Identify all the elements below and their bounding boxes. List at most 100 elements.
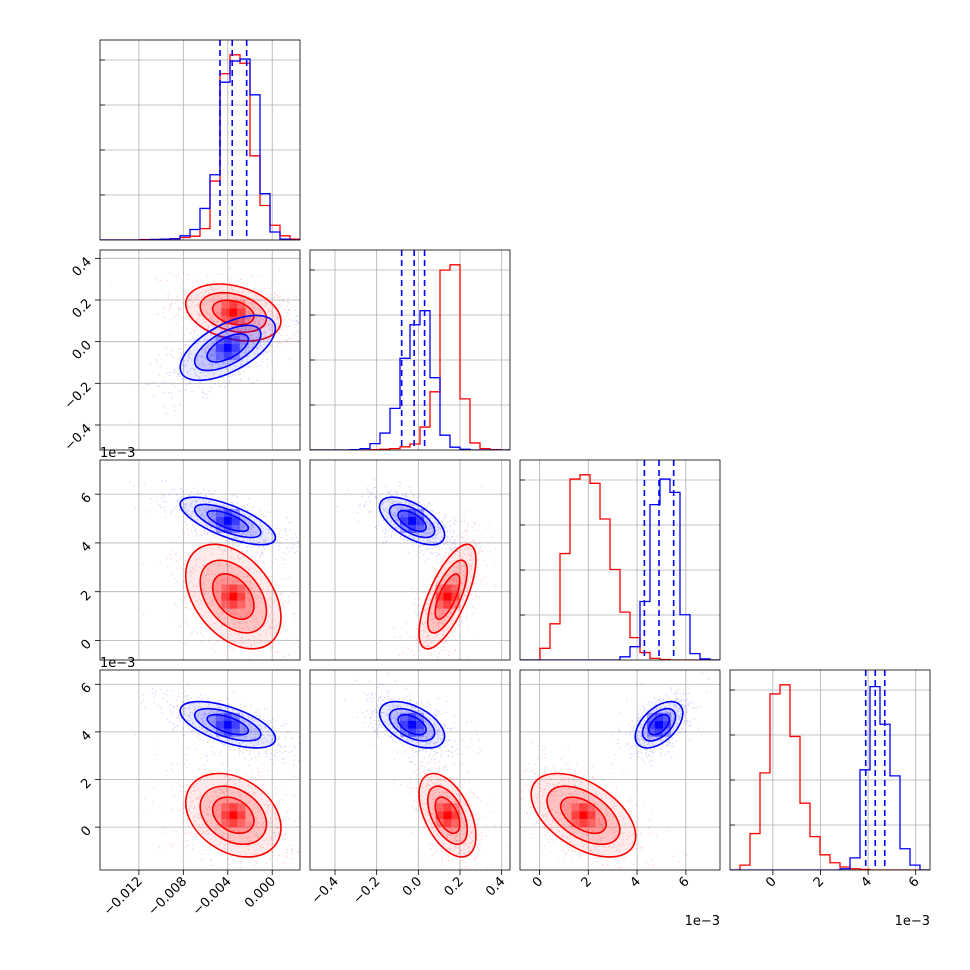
density-cell-red xyxy=(229,811,238,820)
density-cell-blue xyxy=(647,728,656,737)
scatter-panel-p3-p2 xyxy=(520,670,720,870)
contour-blue xyxy=(179,700,277,749)
density-cell-red xyxy=(587,811,596,820)
density-cell-blue xyxy=(223,335,232,344)
y-tick-label-p3: 4 xyxy=(78,728,94,744)
density-cell-red xyxy=(237,819,246,828)
contour-blue xyxy=(378,496,446,546)
density-cell-blue xyxy=(400,508,409,517)
scatter-points-red xyxy=(392,485,497,660)
density-cell-red xyxy=(579,811,588,820)
x-tick-label-p1: −0.2 xyxy=(351,874,384,907)
density-cell-blue xyxy=(231,335,240,344)
contour-blue xyxy=(193,324,262,372)
x-tick-label-p2: 6 xyxy=(676,874,692,890)
contour-red xyxy=(418,543,477,650)
contour-blue xyxy=(641,707,677,742)
density-cell-red xyxy=(221,300,230,309)
y-tick-label-p2: 6 xyxy=(78,490,94,506)
contour-red xyxy=(199,785,268,846)
density-cell-red xyxy=(443,811,452,820)
scatter-panel-p2-p0 xyxy=(100,460,300,660)
density-cell-blue xyxy=(231,524,240,533)
density-cell-blue xyxy=(223,516,232,525)
density-cell-blue xyxy=(416,524,425,533)
x-tick-label-p1: −0.4 xyxy=(309,874,342,907)
density-cell-blue xyxy=(215,516,224,525)
y-tick-label-p2: 0 xyxy=(78,637,94,653)
density-cell-red xyxy=(237,803,246,812)
density-cell-blue xyxy=(416,516,425,525)
contour-red xyxy=(184,772,282,858)
density-cell-blue xyxy=(231,720,240,729)
contour-blue xyxy=(179,314,277,382)
density-cell-blue xyxy=(231,343,240,352)
density-cell-red xyxy=(435,803,444,812)
density-cell-red xyxy=(229,592,238,601)
contour-blue xyxy=(206,333,250,363)
x-tick-label-p1: 0.0 xyxy=(400,874,425,899)
density-cell-red xyxy=(571,811,580,820)
density-cell-blue xyxy=(215,508,224,517)
scatter-points-blue xyxy=(344,672,482,783)
density-cell-red xyxy=(443,584,452,593)
histogram-blue-p0 xyxy=(100,58,300,240)
histogram-red-p1 xyxy=(310,264,510,450)
density-cell-red xyxy=(221,600,230,609)
panel-frame xyxy=(99,39,301,241)
histogram-panel-p0 xyxy=(100,40,300,240)
density-cell-red xyxy=(451,819,460,828)
density-cell-red xyxy=(221,308,230,317)
y-tick-label-p1: 0.4 xyxy=(70,255,95,280)
density-cell-blue xyxy=(215,728,224,737)
density-cell-blue xyxy=(400,720,409,729)
density-cell-red xyxy=(221,584,230,593)
density-cell-red xyxy=(443,819,452,828)
density-cell-red xyxy=(443,592,452,601)
x-tick-label-p1: 0.4 xyxy=(483,874,508,899)
scatter-points-red xyxy=(393,721,507,870)
contour-blue xyxy=(388,503,436,539)
contour-red xyxy=(434,573,461,621)
density-cell-red xyxy=(237,811,246,820)
contour-red xyxy=(184,543,282,650)
density-cell-blue xyxy=(215,720,224,729)
scatter-panel-p2-p1 xyxy=(310,460,510,660)
histogram-blue-p3 xyxy=(730,685,930,870)
panel-frame xyxy=(729,669,931,871)
density-cell-red xyxy=(229,300,238,309)
density-cell-blue xyxy=(215,343,224,352)
scatter-panel-p3-p1 xyxy=(310,670,510,870)
x-tick-label-p2: 4 xyxy=(627,874,643,890)
density-cell-red xyxy=(451,584,460,593)
y-tick-label-p1: 0.0 xyxy=(70,338,95,363)
contour-red xyxy=(211,796,255,835)
contour-red xyxy=(559,796,607,835)
y-tick-label-p3: 6 xyxy=(78,681,94,697)
density-cell-red xyxy=(579,803,588,812)
x-tick-label-p3: 4 xyxy=(858,874,874,890)
panel-frame xyxy=(309,669,511,871)
x-offset-label-p2: 1e−3 xyxy=(685,914,720,929)
panel-frame xyxy=(99,249,301,451)
contour-red xyxy=(546,785,621,846)
histogram-panel-p2 xyxy=(520,460,720,660)
density-cell-blue xyxy=(400,516,409,525)
panel-frame xyxy=(519,459,721,661)
density-cell-blue xyxy=(663,712,672,721)
y-tick-label-p1: −0.2 xyxy=(62,380,95,413)
density-cell-blue xyxy=(408,720,417,729)
density-cell-red xyxy=(579,819,588,828)
density-cell-blue xyxy=(223,343,232,352)
histogram-red-p3 xyxy=(730,684,930,870)
contour-red xyxy=(426,559,469,634)
contour-blue xyxy=(206,509,250,533)
density-cell-blue xyxy=(647,720,656,729)
density-cell-blue xyxy=(408,516,417,525)
histogram-panel-p1 xyxy=(310,250,510,450)
density-cell-blue xyxy=(223,351,232,360)
density-cell-red xyxy=(587,803,596,812)
density-cell-red xyxy=(435,811,444,820)
density-cell-red xyxy=(237,592,246,601)
x-tick-label-p3: 2 xyxy=(811,874,827,890)
